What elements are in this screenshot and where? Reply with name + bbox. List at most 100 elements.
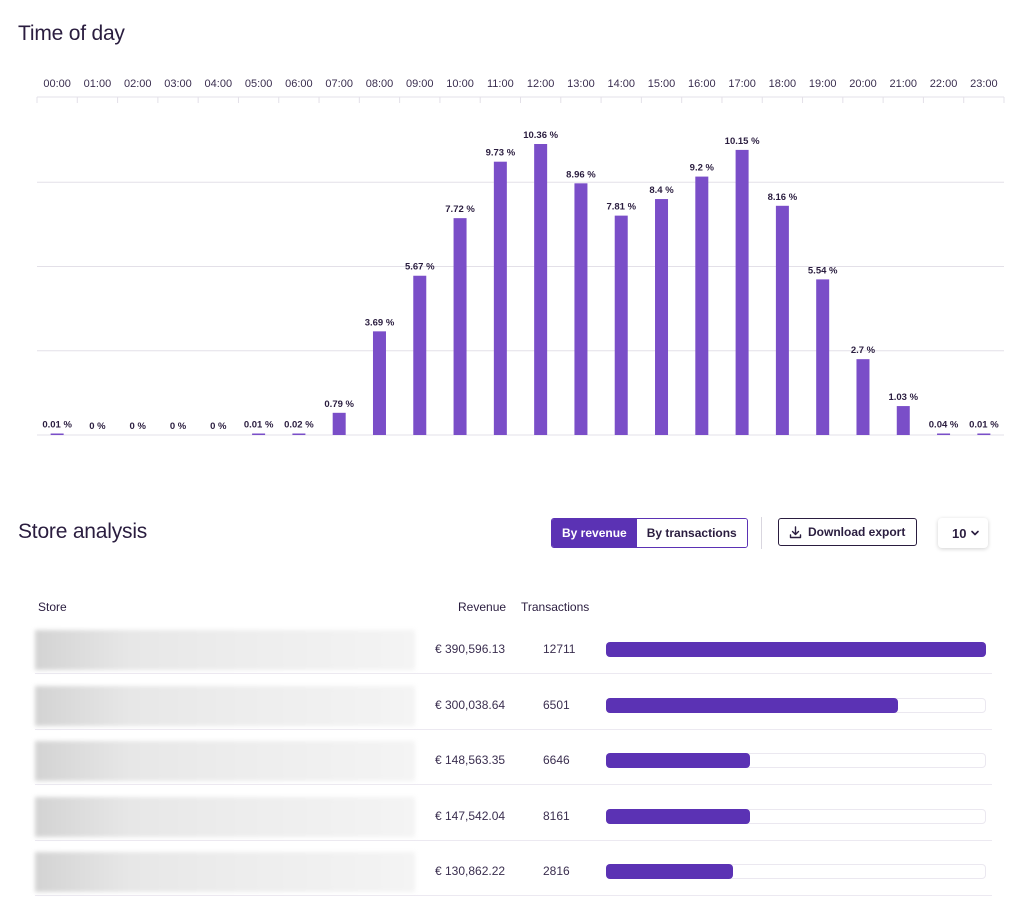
store-name-redacted bbox=[35, 852, 415, 892]
bar bbox=[413, 275, 427, 435]
bar-value-label: 0.01 % bbox=[244, 420, 274, 431]
bar-value-label: 0.02 % bbox=[284, 420, 314, 431]
store-name-redacted bbox=[35, 796, 415, 837]
bar-value-label: 8.4 % bbox=[649, 185, 674, 196]
bar-value-label: 8.16 % bbox=[768, 192, 798, 203]
revenue-share-fill bbox=[606, 864, 734, 879]
revenue-cell: € 148,563.35 bbox=[435, 753, 506, 767]
table-row[interactable]: € 147,542.04 8161 bbox=[35, 794, 992, 841]
bar-value-label: 1.03 % bbox=[888, 392, 918, 403]
bar-value-label: 0.79 % bbox=[324, 399, 354, 410]
bar bbox=[453, 218, 467, 435]
revenue-cell: € 390,596.13 bbox=[435, 642, 506, 656]
transactions-cell: 12711 bbox=[543, 642, 576, 656]
bar bbox=[372, 331, 386, 435]
revenue-cell: € 130,862.22 bbox=[435, 864, 506, 878]
bar-value-label: 5.54 % bbox=[808, 265, 838, 276]
store-name-redacted bbox=[35, 630, 415, 670]
x-tick-label: 10:00 bbox=[446, 78, 474, 90]
revenue-share-fill bbox=[606, 808, 750, 824]
x-tick-label: 17:00 bbox=[728, 78, 756, 90]
store-column-header: Store bbox=[38, 600, 67, 614]
bar bbox=[977, 433, 991, 435]
page-size-select[interactable]: 10 bbox=[938, 518, 988, 548]
bar bbox=[332, 412, 346, 435]
bar-value-label: 3.69 % bbox=[365, 317, 395, 328]
bar bbox=[614, 215, 628, 435]
bar-value-label: 9.2 % bbox=[690, 163, 715, 174]
bar-value-label: 0.01 % bbox=[969, 420, 999, 431]
x-tick-label: 00:00 bbox=[43, 78, 71, 90]
x-tick-label: 21:00 bbox=[890, 78, 918, 90]
bar bbox=[856, 359, 870, 435]
x-tick-label: 15:00 bbox=[648, 78, 676, 90]
table-row[interactable]: € 148,563.35 6646 bbox=[35, 738, 992, 785]
download-export-button[interactable]: Download export bbox=[778, 518, 917, 546]
x-tick-label: 01:00 bbox=[84, 78, 112, 90]
revenue-cell: € 147,542.04 bbox=[435, 808, 506, 823]
bar bbox=[292, 433, 306, 435]
x-tick-label: 03:00 bbox=[164, 78, 192, 90]
bar-value-label: 7.81 % bbox=[606, 202, 636, 213]
bar bbox=[775, 205, 789, 435]
bar bbox=[896, 406, 910, 435]
table-row[interactable]: € 390,596.13 12711 bbox=[35, 627, 992, 674]
bar-value-label: 7.72 % bbox=[445, 204, 475, 215]
x-tick-label: 18:00 bbox=[769, 78, 797, 90]
bar-value-label: 5.67 % bbox=[405, 262, 435, 273]
x-tick-label: 13:00 bbox=[567, 78, 595, 90]
store-analysis-title: Store analysis bbox=[18, 520, 148, 543]
bar bbox=[816, 279, 830, 435]
revenue-share-fill bbox=[606, 753, 751, 768]
chevron-down-icon bbox=[971, 530, 979, 536]
download-icon bbox=[789, 525, 802, 538]
revenue-share-bar bbox=[606, 642, 986, 657]
revenue-share-bar bbox=[606, 808, 986, 824]
revenue-share-bar bbox=[606, 753, 986, 768]
table-row[interactable]: € 130,862.22 2816 bbox=[35, 849, 992, 896]
revenue-cell: € 300,038.64 bbox=[435, 697, 506, 712]
bar-value-label: 0 % bbox=[89, 421, 106, 432]
store-name-redacted bbox=[35, 741, 415, 781]
toolbar-divider bbox=[761, 517, 762, 549]
by-revenue-button[interactable]: By revenue bbox=[552, 519, 637, 547]
transactions-cell: 2816 bbox=[543, 864, 570, 878]
x-tick-label: 22:00 bbox=[930, 78, 958, 90]
by-transactions-button[interactable]: By transactions bbox=[636, 519, 747, 547]
bar-value-label: 0 % bbox=[170, 421, 187, 432]
x-tick-label: 19:00 bbox=[809, 78, 837, 90]
x-tick-label: 05:00 bbox=[245, 78, 273, 90]
x-tick-label: 20:00 bbox=[849, 78, 877, 90]
bar-value-label: 0.04 % bbox=[929, 420, 959, 431]
bar-value-label: 0.01 % bbox=[42, 420, 72, 431]
x-tick-label: 06:00 bbox=[285, 78, 313, 90]
x-tick-label: 09:00 bbox=[406, 78, 434, 90]
bar bbox=[50, 433, 64, 435]
bar-value-label: 0 % bbox=[130, 421, 147, 432]
x-tick-label: 11:00 bbox=[487, 78, 514, 90]
download-export-label: Download export bbox=[808, 525, 906, 539]
time-of-day-chart: 00:00 0.01 % 01:00 0 % 02:00 0 % 03:00 0 % 04:00… bbox=[36, 78, 1005, 436]
x-tick-label: 12:00 bbox=[527, 78, 555, 90]
transactions-cell: 8161 bbox=[543, 808, 570, 823]
bar bbox=[252, 433, 266, 435]
x-tick-label: 08:00 bbox=[366, 78, 394, 90]
transactions-cell: 6646 bbox=[543, 753, 570, 767]
revenue-share-fill bbox=[606, 697, 898, 713]
x-tick-label: 07:00 bbox=[325, 78, 353, 90]
bar bbox=[493, 161, 507, 435]
bar bbox=[574, 183, 588, 435]
x-tick-label: 02:00 bbox=[124, 78, 152, 90]
store-name-redacted bbox=[35, 685, 415, 726]
x-tick-label: 23:00 bbox=[970, 78, 998, 90]
transactions-column-header: Transactions bbox=[521, 600, 590, 614]
x-tick-label: 14:00 bbox=[607, 78, 635, 90]
x-tick-label: 04:00 bbox=[205, 78, 233, 90]
bar-value-label: 10.15 % bbox=[725, 136, 760, 147]
bar bbox=[534, 144, 548, 435]
table-row[interactable]: € 300,038.64 6501 bbox=[35, 683, 992, 730]
time-of-day-title: Time of day bbox=[18, 22, 125, 45]
bar-value-label: 10.36 % bbox=[523, 130, 558, 141]
revenue-share-fill bbox=[606, 642, 986, 657]
bar-value-label: 8.96 % bbox=[566, 169, 596, 180]
